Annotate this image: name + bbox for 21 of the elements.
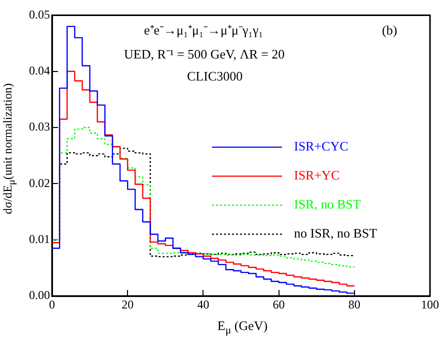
- x-tick-label: 0: [49, 297, 55, 312]
- y-tick-label: 0.03: [29, 120, 50, 134]
- annotation: CLIC3000: [187, 68, 243, 84]
- text: ISR+YC: [294, 168, 340, 183]
- y-tick-label: 0.00: [29, 288, 50, 302]
- x-tick-label: 20: [122, 297, 134, 312]
- text: ISR+CYC: [294, 138, 348, 154]
- y-tick-label: 0.02: [29, 176, 50, 190]
- annotation: UED, R⁻¹ = 500 GeV, ΛR = 20: [124, 46, 285, 62]
- annotation: e⁺e⁻→μ₁⁺μ₁⁻→μ⁺μ⁻γ₁γ₁: [144, 22, 264, 38]
- x-tick-label: 60: [272, 297, 285, 312]
- annotation: (b): [382, 22, 398, 38]
- series-label: no ISR, no BST: [294, 226, 378, 241]
- y-tick-label: 0.04: [29, 64, 50, 78]
- y-tick-label: 0.01: [29, 232, 50, 246]
- text: ISR, no BST: [294, 196, 361, 212]
- x-tick-label: 40: [197, 297, 210, 312]
- x-axis-title: E$_{μ}$ (GeV): [216, 318, 269, 337]
- y-tick-label: 0.05: [29, 7, 50, 22]
- x-tick-label: 80: [348, 297, 360, 312]
- x-tick-label: 100: [421, 297, 439, 312]
